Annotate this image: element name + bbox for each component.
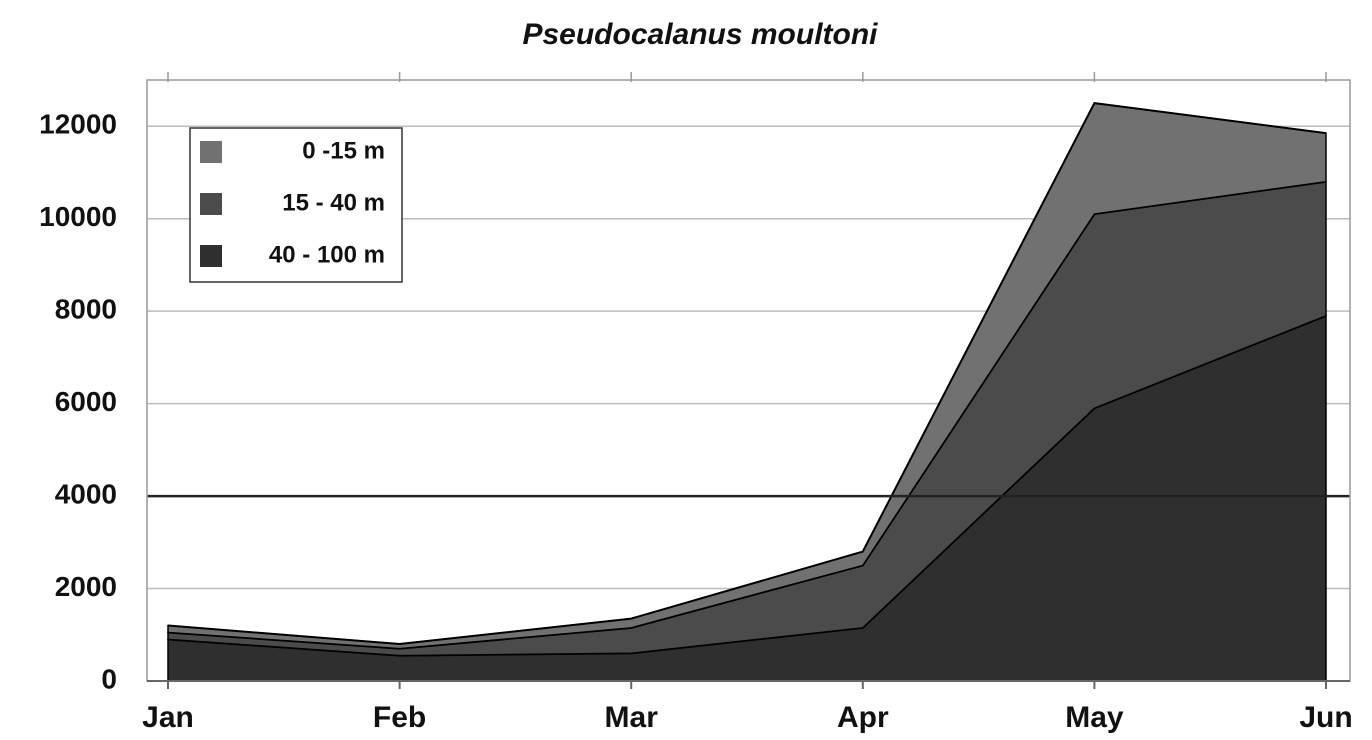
y-tick-label: 10000 bbox=[39, 201, 117, 232]
y-tick-label: 12000 bbox=[39, 109, 117, 140]
legend-label: 40 - 100 m bbox=[269, 241, 385, 268]
legend-swatch bbox=[200, 245, 222, 267]
x-tick-label: Jun bbox=[1299, 701, 1352, 734]
x-tick-label: Mar bbox=[605, 701, 659, 734]
x-tick-label: May bbox=[1065, 701, 1124, 734]
y-tick-label: 2000 bbox=[55, 571, 117, 602]
y-tick-label: 6000 bbox=[55, 386, 117, 417]
y-tick-label: 0 bbox=[101, 663, 117, 694]
legend-swatch bbox=[200, 141, 222, 163]
legend-swatch bbox=[200, 193, 222, 215]
y-tick-label: 8000 bbox=[55, 294, 117, 325]
x-tick-label: Jan bbox=[142, 701, 194, 734]
legend-label: 15 - 40 m bbox=[282, 189, 385, 216]
area-top bbox=[167, 102, 1327, 646]
x-tick-label: Apr bbox=[837, 701, 889, 734]
y-tick-label: 4000 bbox=[55, 478, 117, 509]
legend-label: 0 -15 m bbox=[302, 137, 385, 164]
chart-title: Pseudocalanus moultoni bbox=[522, 18, 878, 51]
x-tick-label: Feb bbox=[373, 701, 426, 734]
legend-box bbox=[189, 127, 403, 283]
